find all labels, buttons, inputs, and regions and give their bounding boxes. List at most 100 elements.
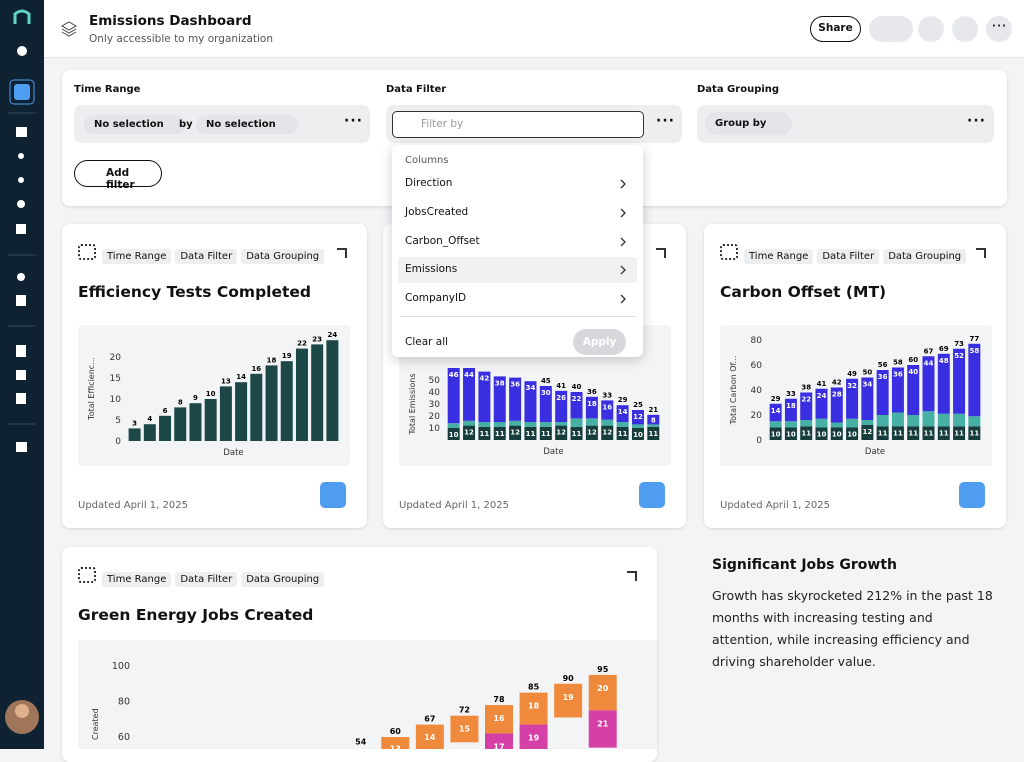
chart-card: Time Range Data Filter Data Grouping Effici… xyxy=(62,224,367,528)
y-tick-label: 80 xyxy=(751,336,763,346)
total-label: 60 xyxy=(390,727,402,736)
tag: Time Range xyxy=(744,249,814,264)
more[interactable]: ··· xyxy=(656,113,675,129)
bar-segment xyxy=(493,376,506,422)
bar-segment xyxy=(937,353,950,414)
bar-segment xyxy=(219,386,232,441)
bar-segment xyxy=(830,422,843,428)
value-label: 24 xyxy=(817,392,827,400)
total-label: 67 xyxy=(424,715,435,724)
value-label: 21 xyxy=(597,719,609,728)
dropdown-item[interactable]: Emissions xyxy=(398,257,637,283)
start-select[interactable]: No selection xyxy=(84,115,186,134)
bar-segment xyxy=(265,365,278,441)
chart-icon xyxy=(78,244,96,260)
bar-segment xyxy=(509,425,522,440)
value-label: 11 xyxy=(878,429,888,437)
chart-card: Time Range Data Filter Data Grouping Green … xyxy=(62,547,657,762)
bar-segment xyxy=(554,683,583,718)
bar-segment xyxy=(381,737,410,749)
logo xyxy=(639,482,665,508)
value-label: 10 xyxy=(633,431,643,439)
value-label: 10 xyxy=(832,431,842,439)
y-tick-label: 5 xyxy=(115,416,121,426)
bar-segment xyxy=(631,428,644,440)
bar-segment xyxy=(585,418,598,426)
bar-segment xyxy=(189,403,202,441)
value-label: 18 xyxy=(528,702,540,711)
value-label: 13 xyxy=(390,745,401,749)
dropdown-item[interactable]: Direction xyxy=(405,177,453,189)
value-label: 32 xyxy=(847,382,857,390)
bar-segment xyxy=(616,405,629,422)
bar-segment xyxy=(447,428,460,440)
value-label: 19 xyxy=(563,693,575,702)
more[interactable]: ··· xyxy=(967,113,986,129)
value-label: 11 xyxy=(908,429,918,437)
bar-segment xyxy=(555,425,568,440)
insight-title: Significant Jobs Growth xyxy=(712,557,897,573)
chart: 0 20 40 60 80 Total Carbon Of... Date 10 14 29 10 1… xyxy=(729,335,981,457)
expand-icon xyxy=(976,248,986,258)
share-button[interactable]: Share xyxy=(810,16,861,42)
value-label: 14 xyxy=(771,407,781,415)
bar-segment xyxy=(937,413,950,427)
y-tick-label: 60 xyxy=(118,732,130,743)
bar-segment xyxy=(769,427,782,440)
toggle[interactable] xyxy=(869,16,913,42)
chart-icon xyxy=(78,567,96,583)
group-by[interactable]: Group by xyxy=(705,112,793,135)
comment-button[interactable] xyxy=(918,16,944,42)
value-label: 18 xyxy=(786,402,796,410)
value-label: 23 xyxy=(312,335,322,343)
y-tick-label: 40 xyxy=(751,386,763,396)
filter-input[interactable]: Filter by xyxy=(392,111,644,138)
value-label: 52 xyxy=(954,352,964,360)
dropdown-item[interactable]: Carbon_Offset xyxy=(405,235,480,247)
bar-segment xyxy=(891,412,904,427)
header: Emissions Dashboard Only accessible to m… xyxy=(44,0,1024,58)
value-label: 15 xyxy=(459,725,471,734)
value-label: 17 xyxy=(493,742,504,749)
dropdown-heading: Columns xyxy=(405,155,449,166)
more-button[interactable]: ··· xyxy=(986,16,1012,42)
add-filter-button[interactable]: Add filter xyxy=(74,160,162,191)
chart: 0 5 10 15 20 Total Efficienc... Date 3 4 6 8 9 10 13 1… xyxy=(87,331,339,458)
value-label: 11 xyxy=(924,429,934,437)
value-label: 16 xyxy=(251,365,261,373)
apply-button[interactable]: Apply xyxy=(573,329,626,355)
bar-segment xyxy=(463,425,476,440)
value-label: 10 xyxy=(449,431,459,439)
total-label: 49 xyxy=(847,370,857,378)
value-label: 11 xyxy=(893,429,903,437)
filter-label: Data Grouping xyxy=(697,84,780,95)
bar-segment xyxy=(861,420,874,425)
search-button[interactable] xyxy=(952,16,978,42)
total-label: 41 xyxy=(817,380,827,388)
dropdown-item[interactable]: CompanyID xyxy=(405,292,467,304)
grouping-bar: Group by ··· xyxy=(697,105,994,143)
bar-segment xyxy=(478,422,491,427)
logo xyxy=(320,482,346,508)
y-tick-label: 30 xyxy=(429,400,441,410)
bar-segment xyxy=(830,427,843,440)
layers-icon xyxy=(60,21,78,37)
bar-segment xyxy=(800,426,813,440)
more[interactable]: ··· xyxy=(344,113,363,129)
value-label: 13 xyxy=(221,377,231,385)
dropdown-item[interactable]: JobsCreated xyxy=(405,206,469,218)
value-label: 11 xyxy=(572,430,582,438)
clear-all[interactable]: Clear all xyxy=(405,336,449,348)
y-axis-label: Created xyxy=(91,708,100,740)
value-label: 6 xyxy=(163,407,168,415)
value-label: 11 xyxy=(648,430,658,438)
total-label: 38 xyxy=(801,384,811,392)
bar-segment xyxy=(968,426,981,440)
value-label: 10 xyxy=(847,431,857,439)
y-axis-label: Total Carbon Of... xyxy=(729,356,738,426)
bar-segment xyxy=(601,400,614,420)
bar-segment xyxy=(953,426,966,440)
end-select[interactable]: No selection xyxy=(196,115,298,134)
by-text: by xyxy=(179,119,193,130)
